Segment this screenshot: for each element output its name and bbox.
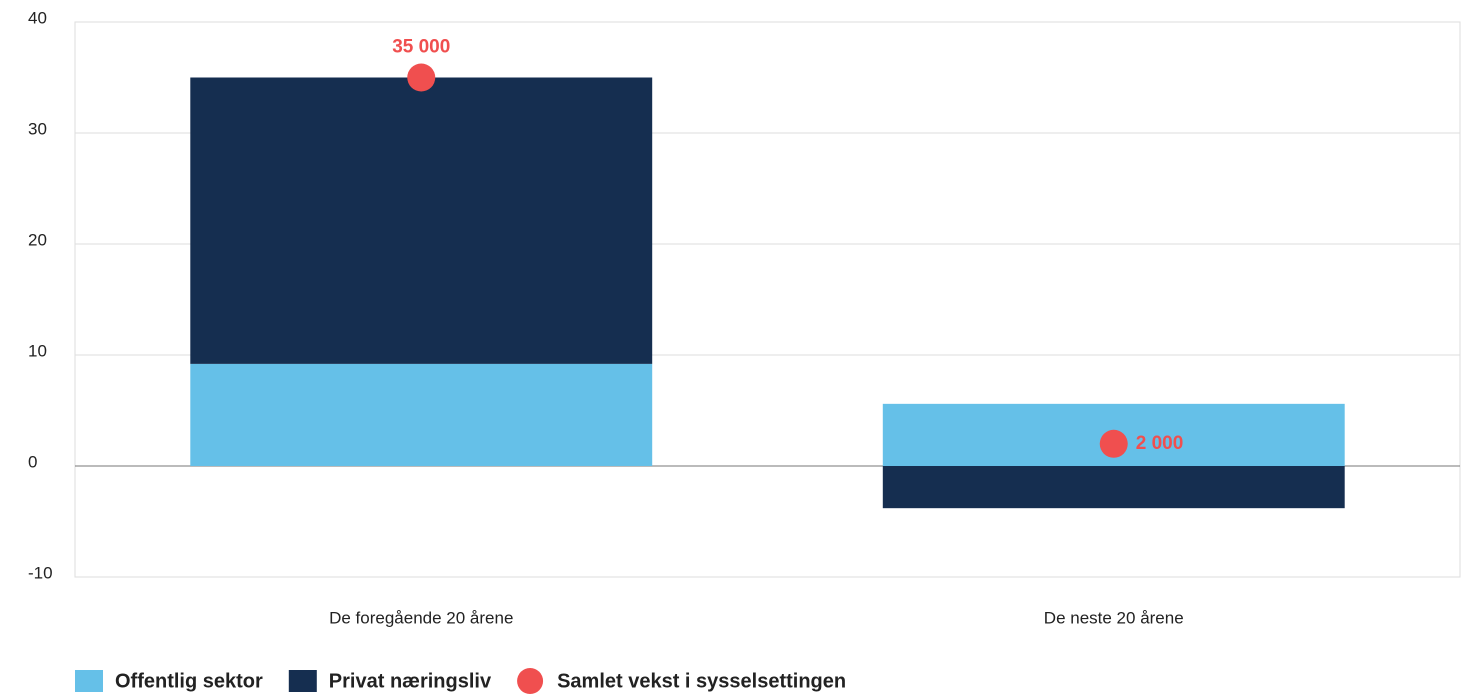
legend-marker: [75, 670, 103, 692]
bar: [190, 77, 653, 364]
x-tick-label: De neste 20 årene: [1044, 608, 1184, 627]
bar: [882, 466, 1345, 509]
y-tick-label: 10: [28, 341, 47, 360]
y-tick-label: 40: [28, 8, 47, 27]
y-tick-label: 30: [28, 119, 47, 138]
y-tick-label: -10: [28, 563, 53, 582]
data-label: 35 000: [392, 37, 450, 58]
legend-marker: [517, 668, 544, 694]
data-label: 2 000: [1136, 433, 1184, 454]
bar: [190, 363, 653, 466]
y-tick-label: 20: [28, 230, 47, 249]
dot: [407, 63, 436, 92]
dot: [1099, 429, 1128, 458]
legend-label: Samlet vekst i sysselsettingen: [557, 670, 846, 692]
legend-marker: [288, 670, 317, 692]
x-tick-label: De foregående 20 årene: [329, 608, 513, 627]
legend-label: Privat næringsliv: [329, 670, 492, 692]
legend-label: Offentlig sektor: [115, 670, 263, 692]
y-tick-label: 0: [28, 452, 37, 471]
